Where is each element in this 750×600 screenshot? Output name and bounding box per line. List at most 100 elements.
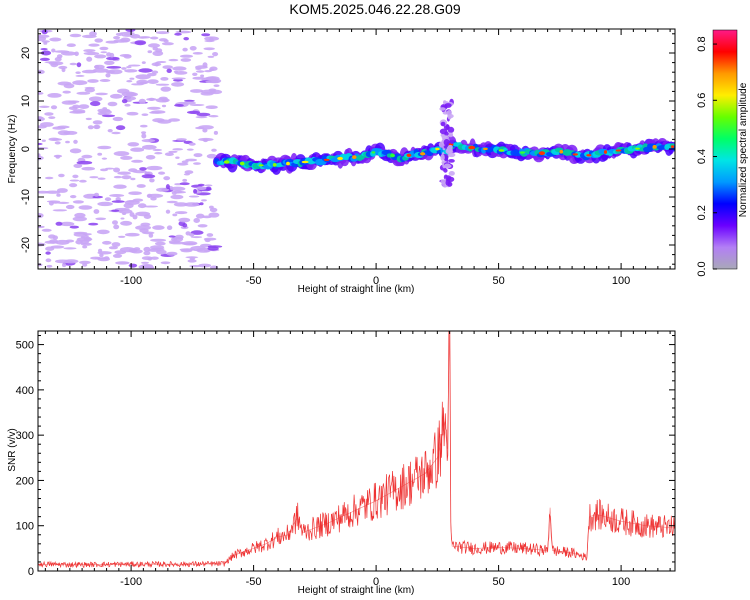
noise-blob [141, 144, 157, 150]
noise-blob [204, 39, 215, 43]
noise-blob [205, 105, 218, 109]
noise-blob [38, 92, 44, 95]
noise-blob [168, 150, 178, 153]
noise-blob [165, 209, 171, 214]
noise-blob [82, 263, 88, 267]
spectrogram-x-label: Height of straight line (km) [298, 284, 415, 295]
noise-blob [157, 119, 172, 124]
noise-blob [202, 128, 208, 133]
noise-blob [65, 140, 70, 144]
noise-blob [204, 76, 217, 81]
noise-blob [182, 101, 196, 105]
noise-blob [129, 212, 135, 217]
noise-blob [105, 167, 115, 170]
noise-blob [106, 52, 112, 57]
noise-blob [49, 37, 62, 42]
noise-blob [141, 174, 156, 179]
noise-blob [189, 233, 195, 237]
noise-blob [94, 192, 99, 197]
noise-blob [76, 160, 93, 165]
noise-blob [72, 174, 79, 179]
noise-blob [121, 67, 127, 70]
noise-blob [158, 96, 168, 101]
noise-blob [72, 80, 88, 86]
noise-blob [165, 184, 170, 190]
noise-blob [74, 51, 79, 57]
noise-blob [190, 245, 206, 252]
noise-blob [190, 230, 204, 235]
noise-blob [52, 209, 68, 212]
noise-blob [46, 264, 53, 268]
y-tick-label: 200 [16, 475, 34, 487]
disturbance-blob [439, 128, 448, 135]
x-tick-label: -100 [120, 576, 142, 588]
noise-blob [38, 212, 44, 219]
noise-blob [210, 265, 219, 269]
colorbar-ticks: 0.0 0.2 0.4 0.6 0.8 [696, 36, 717, 277]
y-tick-label: 100 [16, 521, 34, 533]
snr-series-line [38, 331, 675, 569]
noise-blob [120, 220, 133, 226]
noise-blob [88, 222, 99, 226]
noise-blob [138, 98, 146, 104]
noise-blob [173, 190, 182, 194]
noise-blob [81, 154, 93, 159]
noise-blob [155, 31, 170, 35]
noise-blob [163, 176, 171, 181]
noise-blob [166, 200, 178, 204]
colorbar: 0.0 0.2 0.4 0.6 0.8 Normalized spectral ampl… [696, 29, 749, 277]
x-tick-label: 0 [373, 576, 379, 588]
signal-peak [538, 151, 546, 156]
noise-blob [96, 229, 110, 235]
noise-blob [156, 249, 167, 255]
noise-blob [78, 104, 90, 109]
noise-blob [63, 247, 77, 250]
noise-blob [97, 152, 103, 156]
signal-peak [272, 163, 277, 167]
noise-blob [55, 155, 60, 159]
noise-blob [107, 69, 123, 75]
noise-blob [108, 246, 118, 250]
noise-blob [195, 67, 202, 71]
noise-blob [148, 233, 154, 238]
noise-blob [54, 57, 62, 62]
noise-blob [189, 46, 197, 51]
noise-blob [54, 141, 61, 145]
noise-blob [201, 199, 207, 202]
noise-blob [196, 70, 205, 73]
noise-blob [115, 125, 126, 131]
noise-blob [172, 213, 178, 217]
noise-blob [183, 173, 190, 176]
noise-blob [79, 260, 91, 265]
noise-blob [141, 61, 146, 64]
noise-blob [168, 58, 179, 62]
noise-blob [183, 99, 195, 102]
noise-blob [169, 186, 186, 191]
signal-peak [498, 149, 505, 152]
signal-peak [239, 161, 245, 166]
noise-blob [185, 256, 199, 259]
signal-peak [435, 147, 440, 151]
disturbance-blob [443, 139, 450, 146]
noise-blob [38, 155, 44, 161]
noise-blob [69, 183, 78, 188]
spectrogram-marks [38, 29, 675, 269]
noise-blob [139, 81, 148, 84]
noise-blob [102, 107, 108, 110]
noise-blob [50, 245, 65, 249]
disturbance-blob [440, 179, 446, 184]
x-tick-label: 100 [612, 275, 630, 287]
noise-blob [205, 80, 220, 84]
noise-blob [206, 233, 214, 237]
disturbance-blob [446, 110, 452, 116]
noise-blob [135, 211, 151, 217]
noise-blob [115, 261, 130, 265]
noise-blob [175, 211, 188, 215]
noise-blob [138, 68, 153, 73]
noise-blob [109, 194, 125, 197]
y-tick-label: 10 [20, 95, 32, 107]
signal-peak [670, 145, 675, 149]
noise-blob [162, 65, 173, 69]
noise-blob [150, 238, 167, 242]
